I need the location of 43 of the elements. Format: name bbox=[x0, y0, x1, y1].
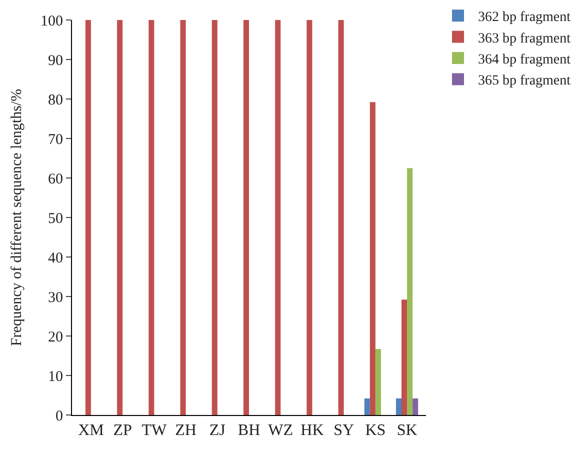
bar bbox=[148, 20, 154, 415]
y-tick-label: 0 bbox=[56, 408, 63, 424]
y-tick-label: 70 bbox=[48, 132, 63, 148]
x-tick-label: WZ bbox=[268, 422, 294, 440]
y-tick-label: 20 bbox=[48, 329, 63, 346]
y-tick-label: 60 bbox=[48, 171, 63, 188]
y-tick-label: 100 bbox=[40, 13, 63, 30]
y-tick-label: 90 bbox=[48, 52, 63, 69]
legend-label: 362 bp fragment bbox=[478, 10, 571, 26]
bar bbox=[375, 349, 381, 415]
bar bbox=[117, 20, 123, 415]
x-tick-label: TW bbox=[142, 422, 168, 440]
x-tick-label: BH bbox=[238, 422, 261, 440]
bar bbox=[412, 398, 418, 415]
bar bbox=[364, 398, 370, 415]
x-tick-label: SY bbox=[334, 422, 354, 440]
x-tick-label: ZP bbox=[113, 422, 132, 440]
bar bbox=[396, 398, 402, 415]
x-tick-label: ZJ bbox=[209, 422, 226, 440]
x-tick-label: XM bbox=[78, 422, 104, 440]
legend-label: 363 bp fragment bbox=[478, 31, 571, 46]
y-tick-label: 50 bbox=[48, 210, 63, 227]
bar bbox=[275, 20, 281, 415]
bar bbox=[180, 20, 186, 415]
y-tick-label: 40 bbox=[48, 250, 63, 266]
x-tick-label: ZH bbox=[175, 422, 197, 440]
bar bbox=[407, 168, 413, 415]
y-axis-title: Frequency of different sequence lengths/% bbox=[8, 88, 25, 346]
y-tick-label: 10 bbox=[48, 368, 63, 385]
bar bbox=[370, 102, 376, 415]
y-tick-label: 30 bbox=[48, 290, 63, 306]
x-tick-label: SK bbox=[396, 422, 418, 440]
x-tick-label: KS bbox=[365, 422, 386, 440]
legend-label: 365 bp fragment bbox=[478, 74, 571, 89]
bar bbox=[85, 20, 91, 415]
bar bbox=[306, 20, 312, 415]
legend-label: 364 bp fragment bbox=[478, 52, 571, 68]
bar bbox=[243, 20, 249, 415]
bar bbox=[402, 300, 408, 415]
x-tick-label: HK bbox=[300, 422, 324, 440]
y-tick-label: 80 bbox=[48, 92, 63, 108]
bar bbox=[338, 20, 344, 415]
bar bbox=[212, 20, 218, 415]
